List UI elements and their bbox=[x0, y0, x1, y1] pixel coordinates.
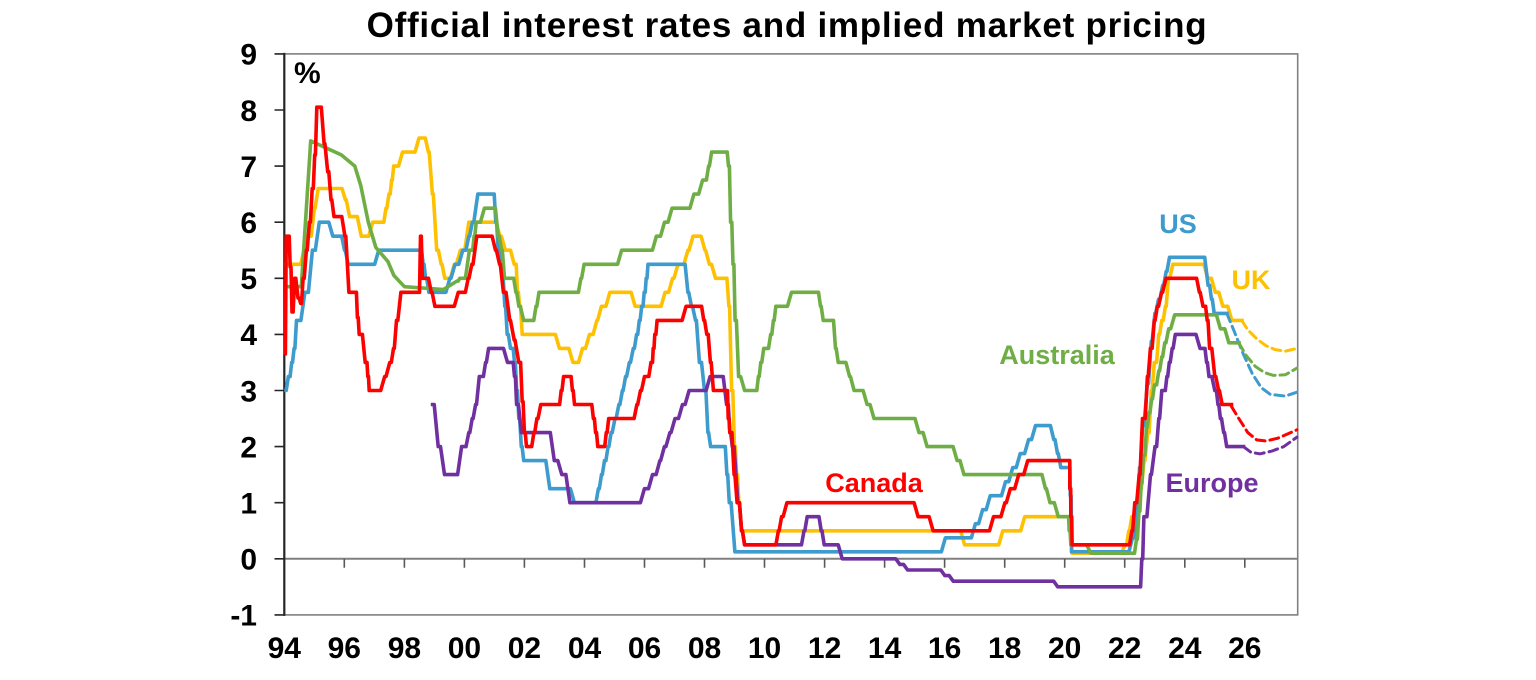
svg-text:US: US bbox=[1159, 209, 1197, 239]
svg-text:9: 9 bbox=[240, 39, 257, 72]
svg-text:20: 20 bbox=[1048, 632, 1081, 665]
svg-text:Europe: Europe bbox=[1165, 468, 1258, 498]
svg-text:6: 6 bbox=[240, 207, 257, 240]
svg-text:7: 7 bbox=[240, 151, 257, 184]
svg-text:14: 14 bbox=[868, 632, 902, 665]
svg-text:00: 00 bbox=[448, 632, 481, 665]
svg-text:22: 22 bbox=[1108, 632, 1141, 665]
svg-text:5: 5 bbox=[240, 263, 257, 296]
svg-text:Australia: Australia bbox=[999, 340, 1116, 370]
svg-text:04: 04 bbox=[568, 632, 602, 665]
svg-text:UK: UK bbox=[1232, 265, 1271, 295]
svg-text:94: 94 bbox=[268, 632, 302, 665]
svg-text:18: 18 bbox=[988, 632, 1021, 665]
svg-text:96: 96 bbox=[328, 632, 361, 665]
svg-text:12: 12 bbox=[808, 632, 841, 665]
svg-text:%: % bbox=[294, 57, 321, 90]
svg-text:10: 10 bbox=[748, 632, 781, 665]
svg-text:3: 3 bbox=[240, 375, 257, 408]
svg-text:26: 26 bbox=[1228, 632, 1261, 665]
svg-text:02: 02 bbox=[508, 632, 541, 665]
svg-text:1: 1 bbox=[240, 488, 257, 521]
svg-text:Official interest rates and im: Official interest rates and implied mark… bbox=[367, 6, 1208, 45]
svg-text:24: 24 bbox=[1168, 632, 1202, 665]
svg-text:08: 08 bbox=[688, 632, 721, 665]
svg-text:98: 98 bbox=[388, 632, 421, 665]
svg-text:4: 4 bbox=[240, 319, 257, 352]
svg-text:0: 0 bbox=[240, 544, 257, 577]
svg-text:16: 16 bbox=[928, 632, 961, 665]
svg-text:06: 06 bbox=[628, 632, 661, 665]
svg-text:Canada: Canada bbox=[825, 468, 924, 498]
svg-text:8: 8 bbox=[240, 95, 257, 128]
svg-text:2: 2 bbox=[240, 431, 257, 464]
svg-text:-1: -1 bbox=[230, 600, 257, 633]
